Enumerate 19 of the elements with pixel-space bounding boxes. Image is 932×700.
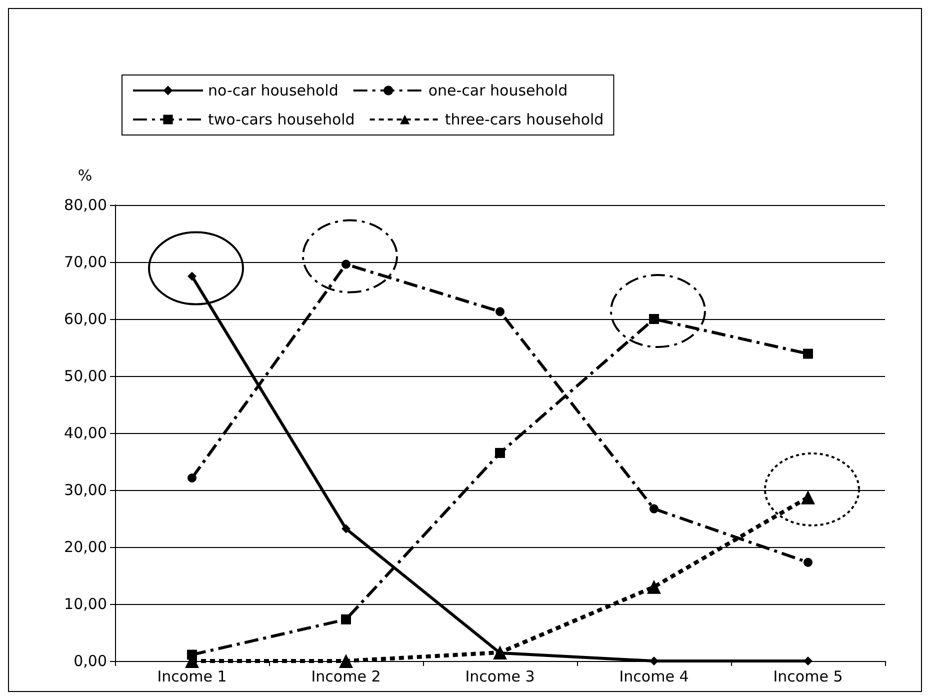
y-tick-label: 10,00 [64,595,107,613]
x-tick-label: Income 4 [619,668,689,686]
y-axis-title: % [78,166,92,184]
y-tick-label: 50,00 [64,367,107,385]
x-tick-label: Income 1 [157,668,227,686]
x-tick-label: Income 5 [773,668,843,686]
y-tick-label: 40,00 [64,424,107,442]
legend-label: three-cars household [444,110,604,128]
y-tick-label: 60,00 [64,310,107,328]
y-tick-label: 80,00 [64,196,107,214]
legend-label: one-car household [428,82,568,100]
y-tick-label: 0,00 [74,652,107,670]
y-tick-label: 20,00 [64,538,107,556]
x-tick-label: Income 2 [311,668,381,686]
legend-label: no-car household [208,82,338,100]
y-tick-label: 30,00 [64,481,107,499]
y-tick-label: 70,00 [64,253,107,271]
legend-label: two-cars household [208,110,355,128]
x-tick-label: Income 3 [465,668,535,686]
